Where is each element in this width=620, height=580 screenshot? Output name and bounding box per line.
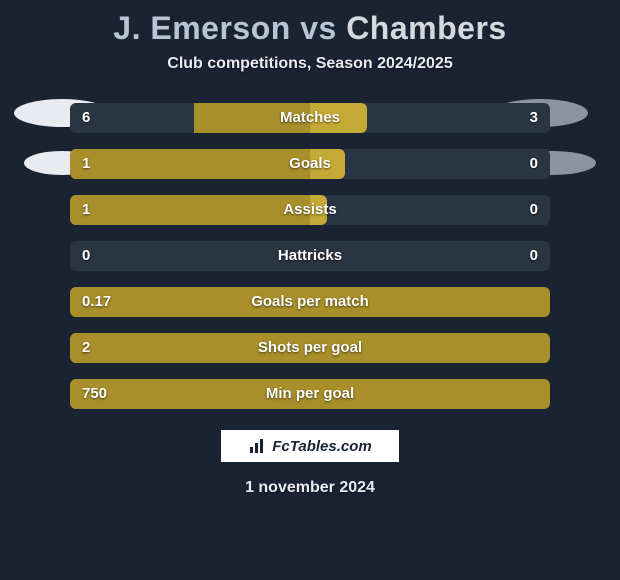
stat-value-left: 1 <box>82 147 90 181</box>
stat-value-right: 3 <box>530 101 538 135</box>
stat-label: Hattricks <box>70 239 550 273</box>
vs-text: vs <box>300 10 337 46</box>
stat-value-left: 0.17 <box>82 285 111 319</box>
watermark-icon <box>248 437 266 455</box>
stat-row: Min per goal750 <box>70 377 550 411</box>
stat-label: Min per goal <box>70 377 550 411</box>
stat-value-left: 6 <box>82 101 90 135</box>
stat-label: Goals per match <box>70 285 550 319</box>
stat-row: Shots per goal2 <box>70 331 550 365</box>
comparison-chart: Matches63Goals10Assists10Hattricks00Goal… <box>0 101 620 411</box>
stat-value-right: 0 <box>530 147 538 181</box>
stat-value-left: 0 <box>82 239 90 273</box>
watermark: FcTables.com <box>220 429 400 463</box>
stat-value-right: 0 <box>530 193 538 227</box>
player2-name: Chambers <box>346 10 507 46</box>
watermark-text: FcTables.com <box>272 438 371 455</box>
stat-row: Matches6 3 <box>70 101 550 135</box>
stat-row: Assists1 0 <box>70 193 550 227</box>
page-title: J. Emerson vs Chambers <box>0 0 620 47</box>
subtitle: Club competitions, Season 2024/2025 <box>0 55 620 73</box>
stat-row: Hattricks0 0 <box>70 239 550 273</box>
stat-label: Matches <box>70 101 550 135</box>
stat-value-left: 2 <box>82 331 90 365</box>
stat-row: Goals per match0.17 <box>70 285 550 319</box>
stat-value-left: 750 <box>82 377 107 411</box>
player1-name: J. Emerson <box>113 10 291 46</box>
date-text: 1 november 2024 <box>0 479 620 497</box>
stat-label: Goals <box>70 147 550 181</box>
stat-label: Assists <box>70 193 550 227</box>
stat-value-right: 0 <box>530 239 538 273</box>
stat-value-left: 1 <box>82 193 90 227</box>
stat-label: Shots per goal <box>70 331 550 365</box>
stat-row: Goals1 0 <box>70 147 550 181</box>
